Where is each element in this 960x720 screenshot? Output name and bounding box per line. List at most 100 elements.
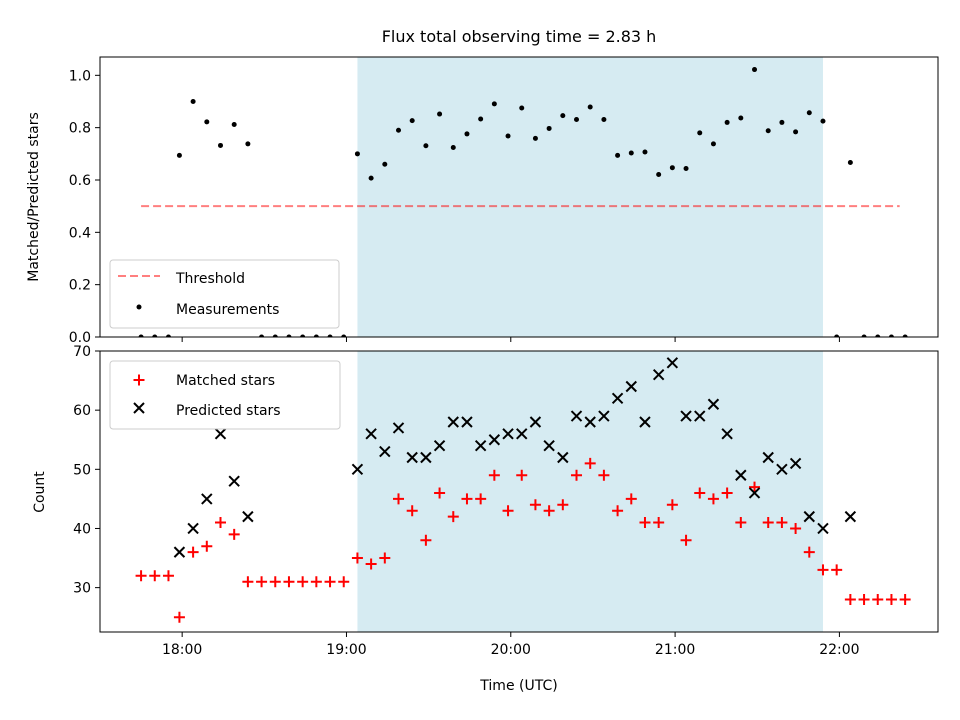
- measurement-point: [765, 128, 771, 134]
- matched-star-point: [502, 505, 514, 517]
- predicted-star-point: [707, 398, 720, 410]
- series-matched-stars: [135, 457, 911, 623]
- x-tick-label: 20:00: [491, 642, 531, 658]
- y-tick-label: 0.2: [69, 278, 91, 294]
- matched-star-point: [488, 469, 500, 481]
- measurement-point: [409, 118, 415, 124]
- predicted-star-point: [433, 439, 446, 452]
- matched-star-point: [831, 564, 843, 576]
- predicted-star-point: [488, 434, 501, 446]
- legend-predicted-label: Predicted stars: [176, 403, 281, 419]
- measurement-point: [587, 104, 593, 110]
- y-tick-label: 60: [73, 403, 91, 419]
- bottom-plot-frame: [99, 350, 939, 633]
- x-tick-label: 22:00: [819, 642, 859, 658]
- y-tick-label: 0.6: [69, 173, 91, 189]
- matched-star-point: [434, 487, 446, 499]
- predicted-star-point: [392, 422, 405, 434]
- bottom-y-axis-label: Count: [32, 471, 48, 513]
- predicted-star-point: [680, 410, 692, 422]
- matched-star-point: [529, 499, 541, 511]
- bottom-panel: 18:00 19:00 20:00 21:00 22:00 30 40 50 60 70 Coun…: [32, 344, 939, 658]
- measurement-point: [272, 334, 278, 337]
- measurement-point: [505, 133, 511, 139]
- matched-star-point: [516, 469, 528, 481]
- matched-star-point: [557, 499, 569, 511]
- matched-star-point: [297, 576, 309, 588]
- predicted-star-point: [365, 428, 377, 440]
- predicted-star-point: [762, 451, 774, 464]
- legend-threshold-label: Threshold: [175, 271, 245, 287]
- legend-matched-label: Matched stars: [176, 373, 275, 389]
- measurement-point: [532, 135, 538, 141]
- predicted-star-point: [173, 546, 186, 558]
- matched-star-point: [475, 493, 487, 505]
- matched-star-point: [571, 469, 583, 481]
- predicted-star-point: [447, 416, 459, 428]
- measurement-point: [259, 334, 265, 337]
- predicted-star-point: [735, 469, 747, 481]
- matched-star-point: [694, 487, 706, 499]
- predicted-star-point: [242, 510, 254, 523]
- matched-star-point: [625, 493, 637, 505]
- measurement-point: [902, 334, 908, 337]
- matched-star-point: [214, 517, 226, 529]
- top-axis-ticks: 0.0 0.2 0.4 0.6 0.8 1.0: [69, 68, 840, 346]
- predicted-star-point: [461, 416, 473, 428]
- bottom-shaded-span-layer: [357, 351, 823, 632]
- measurement-point: [464, 131, 470, 137]
- predicted-star-point: [474, 439, 487, 452]
- measurement-point: [491, 101, 497, 107]
- matched-star-point: [858, 593, 870, 605]
- series-predicted-stars: [173, 357, 857, 558]
- measurement-point: [779, 119, 785, 125]
- measurement-point: [806, 110, 812, 116]
- predicted-star-point: [557, 451, 569, 464]
- matched-star-point: [803, 546, 815, 558]
- matched-star-point: [666, 499, 678, 511]
- legend-measurements-swatch: [136, 304, 142, 310]
- measurement-point: [217, 142, 223, 148]
- predicted-star-point: [543, 439, 555, 452]
- measurement-point: [341, 334, 347, 337]
- measurement-point: [368, 175, 374, 181]
- measurement-point: [204, 119, 210, 125]
- measurement-point: [313, 334, 319, 337]
- matched-star-point: [749, 481, 761, 493]
- predicted-star-point: [803, 510, 815, 523]
- matched-star-point: [324, 576, 336, 588]
- predicted-star-point: [570, 410, 583, 422]
- top-legend: Threshold Measurements: [109, 259, 340, 329]
- top-legend-box: [109, 259, 340, 329]
- y-tick-label: 50: [73, 462, 91, 478]
- y-tick-label: 0.8: [69, 121, 91, 137]
- matched-star-point: [639, 517, 651, 529]
- predicted-star-point: [598, 410, 610, 422]
- matched-star-point: [269, 576, 281, 588]
- measurement-point: [656, 171, 662, 177]
- y-tick-label: 0.0: [69, 330, 91, 346]
- measurement-point: [669, 165, 675, 171]
- measurement-point: [176, 152, 182, 158]
- matched-star-point: [149, 570, 161, 582]
- predicted-star-point: [420, 451, 432, 464]
- matched-star-point: [653, 517, 665, 529]
- measurement-point: [861, 334, 867, 337]
- predicted-star-point: [611, 392, 624, 405]
- top-plot-frame: [99, 56, 939, 338]
- measurement-point: [820, 118, 826, 124]
- legend-matched-swatch: [133, 374, 145, 386]
- top-shaded-span-layer: [357, 57, 823, 337]
- measurement-point: [231, 122, 237, 128]
- matched-star-point: [379, 552, 391, 564]
- measurement-point: [354, 151, 360, 157]
- matched-star-point: [790, 522, 802, 534]
- matched-star-point: [256, 576, 268, 588]
- top-y-axis-label: Matched/Predicted stars: [26, 112, 42, 282]
- y-tick-label: 40: [73, 521, 91, 537]
- measurement-point: [300, 334, 306, 337]
- measurement-point: [615, 152, 621, 158]
- top-marks-layer: [138, 67, 908, 337]
- measurement-point: [286, 334, 292, 337]
